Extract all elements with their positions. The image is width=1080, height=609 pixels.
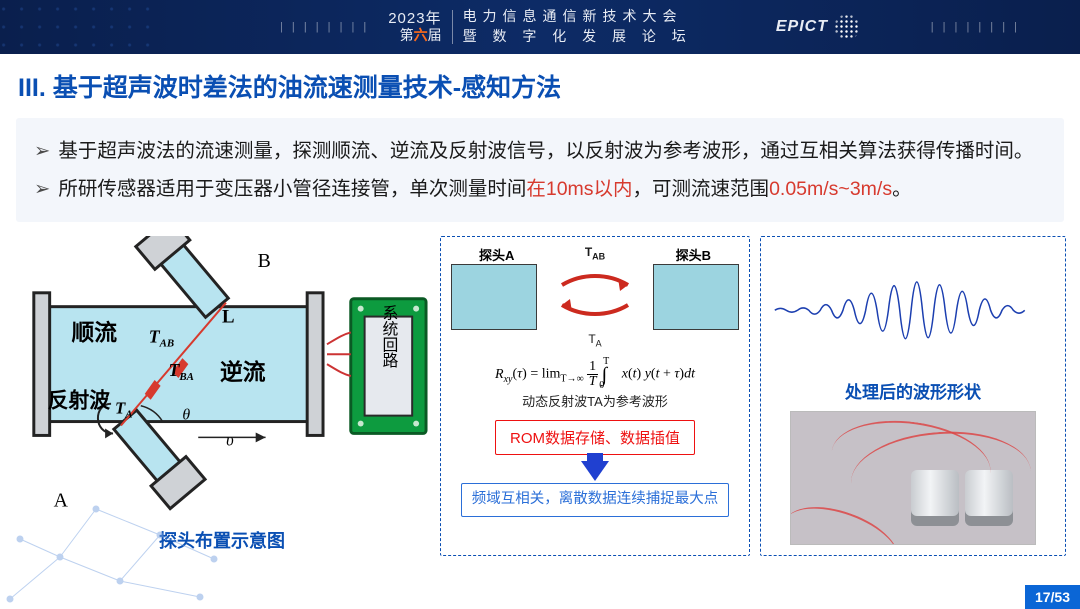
rom-step-box: ROM数据存储、数据插值 [495,420,695,455]
algorithm-box: 探头A TAB 探头B TA Rxy(τ) = limT→∞ 1T ∫T0 x(… [440,236,750,556]
probe-b-label: 探头B [676,245,711,264]
probe-labels: 探头A TAB 探头B [451,245,739,264]
bullet-arrow-icon: ➢ [34,132,50,170]
header-center: 2023年 第六届 电力信息通信新技术大会 暨 数 字 化 发 展 论 坛 [388,7,692,46]
section-title-sub: 感知方法 [461,74,561,102]
header-ticks-left: | | | | | | | | [280,21,369,33]
formula-caption: 动态反射波TA为参考波形 [522,391,668,410]
section-title-dash: - [453,74,461,102]
bullet-1-text: 基于超声波法的流速测量，探测顺流、逆流及反射波信号，以反射波为参考波形，通过互相… [58,132,1033,170]
header-title-line1: 电力信息通信新技术大会 [463,7,692,27]
header-year-block: 2023年 第六届 [388,11,441,43]
waveform-box: 处理后的波形形状 [760,236,1066,556]
ta-sub: A [596,338,602,348]
lbl-A: A [54,490,69,512]
pipe-diagram-svg: B A 顺流 逆流 反射波 L TAB TBA TA θ υ 系统回路 [14,236,430,516]
session-pre: 第 [400,27,414,43]
section-title: III. 基于超声波时差法的油流速测量技术-感知方法 [18,68,1062,104]
processed-waveform [771,247,1055,372]
session-num: 六 [414,27,428,43]
header-title: 电力信息通信新技术大会 暨 数 字 化 发 展 论 坛 [463,7,692,46]
probe-a-label: 探头A [479,245,514,264]
bullet-2-emph1: 在10ms以内 [526,178,632,200]
bullet-2-emph2: 0.05m/s~3m/s [769,178,892,200]
logo-dots-icon [834,14,860,40]
logo-text: EPICT [776,18,828,36]
bullet-2-text: 所研传感器适用于变压器小管径连接管，单次测量时间在10ms以内，可测流速范围0.… [58,170,911,208]
down-arrow-icon [581,461,609,481]
sensor-photo [790,411,1036,545]
tab-label: TAB [585,245,605,262]
header-year: 2023年 [388,11,441,28]
panel-label: 系统回路 [380,305,398,369]
tab-sub: AB [592,251,605,261]
bullet-2b: ，可测流速范围 [633,178,770,200]
probe-row [451,264,739,330]
waveform-caption: 处理后的波形形状 [845,378,981,403]
page-number: 17/53 [1025,585,1080,609]
bullet-1: ➢ 基于超声波法的流速测量，探测顺流、逆流及反射波信号，以反射波为参考波形，通过… [34,132,1046,170]
lbl-B: B [258,250,271,272]
section-number: III. [18,74,46,102]
pipe-caption: 探头布置示意图 [14,527,430,553]
lbl-L: L [222,307,235,328]
bullet-2a: 所研传感器适用于变压器小管径连接管，单次测量时间 [58,178,526,200]
lbl-theta: θ [182,407,190,424]
cross-corr-formula: Rxy(τ) = limT→∞ 1T ∫T0 x(t) y(t + τ)dt [495,360,695,389]
section-title-main: 基于超声波时差法的油流速测量技术 [46,74,453,102]
wave-arrows-icon [556,271,634,323]
header-ticks-right: | | | | | | | | [931,21,1020,33]
pipe-diagram-box: B A 顺流 逆流 反射波 L TAB TBA TA θ υ 系统回路 探头布置… [14,236,430,556]
probe-a [451,264,537,330]
lbl-shun: 顺流 [71,319,117,345]
content-row: B A 顺流 逆流 反射波 L TAB TBA TA θ υ 系统回路 探头布置… [0,222,1080,556]
session-post: 届 [428,27,442,43]
bullet-2c: 。 [892,178,912,200]
lbl-fanshe: 反射波 [48,389,111,413]
bullet-2: ➢ 所研传感器适用于变压器小管径连接管，单次测量时间在10ms以内，可测流速范围… [34,170,1046,208]
lbl-ni: 逆流 [220,359,266,385]
header-title-line2: 暨 数 字 化 发 展 论 坛 [463,27,692,47]
section-title-row: III. 基于超声波时差法的油流速测量技术-感知方法 [0,54,1080,108]
probe-b [653,264,739,330]
ta-label: TA [588,332,601,348]
slide-header: | | | | | | | | 2023年 第六届 电力信息通信新技术大会 暨 … [0,0,1080,54]
page-current: 17 [1035,589,1051,605]
header-logo: EPICT [776,14,860,40]
freq-step-box: 频域互相关，离散数据连续捕捉最大点 [461,483,730,517]
bullet-arrow-icon: ➢ [34,170,50,208]
bullet-panel: ➢ 基于超声波法的流速测量，探测顺流、逆流及反射波信号，以反射波为参考波形，通过… [16,118,1064,222]
lbl-v: υ [226,430,234,449]
page-total: 53 [1054,589,1070,605]
header-divider [452,10,453,44]
